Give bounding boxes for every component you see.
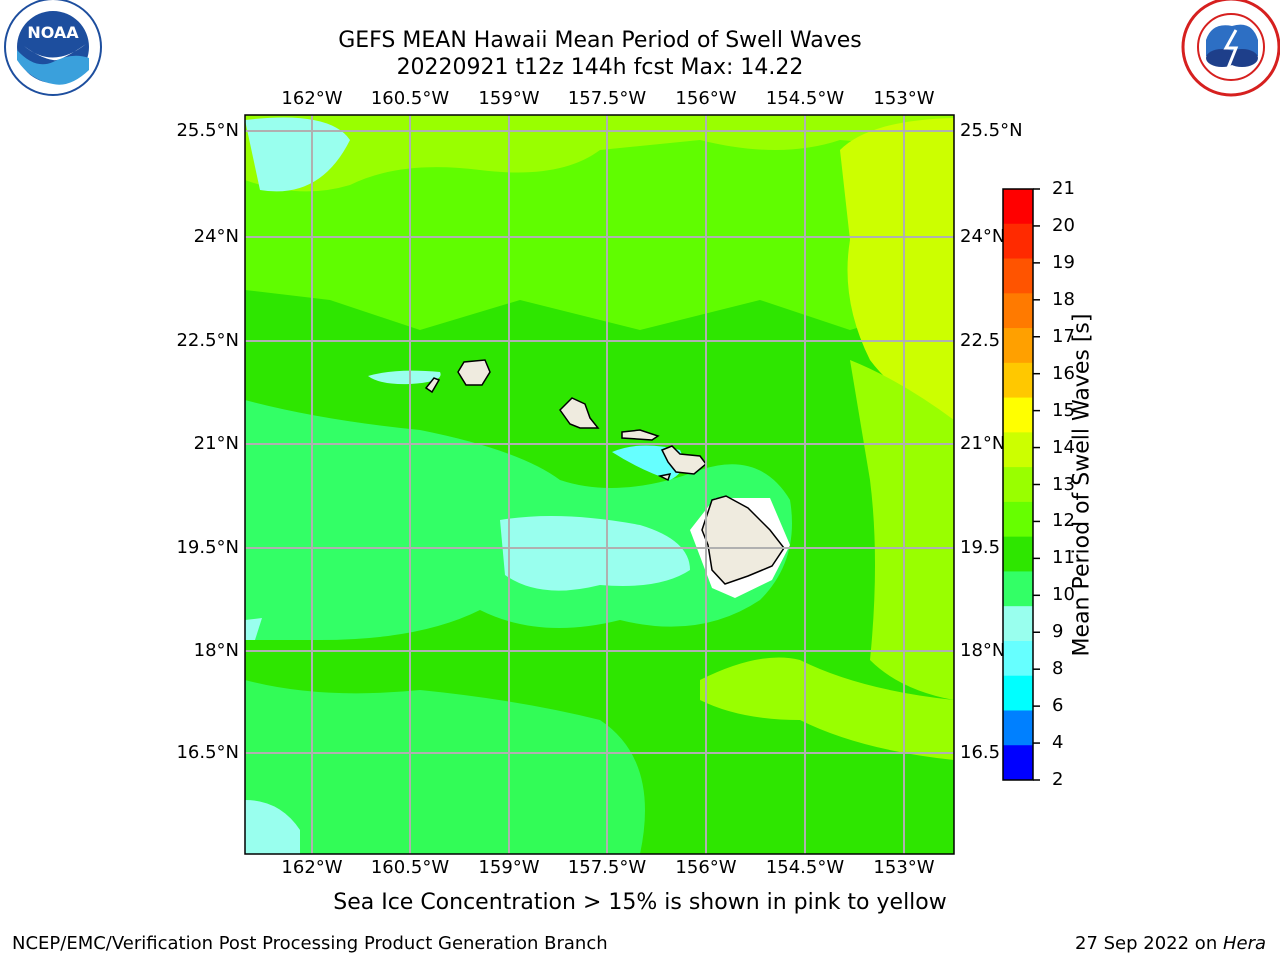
lon-label-bottom: 159°W bbox=[478, 857, 540, 878]
colorbar-segment bbox=[1003, 501, 1033, 538]
lon-label-bottom: 160.5°W bbox=[370, 857, 450, 878]
colorbar-tick-label: 11 bbox=[1052, 547, 1075, 569]
lat-label-right: 18°N bbox=[960, 640, 1006, 661]
kauai-island bbox=[457, 359, 491, 386]
colorbar-tick-label: 20 bbox=[1052, 214, 1075, 236]
colorbar-segment bbox=[1003, 258, 1033, 294]
kahoolawe-island bbox=[657, 473, 672, 482]
colorbar-segment bbox=[1003, 536, 1033, 572]
map-area bbox=[245, 115, 954, 854]
colorbar-tick-label: 18 bbox=[1052, 288, 1075, 310]
colorbar-segment bbox=[1003, 606, 1033, 642]
map-frame bbox=[244, 114, 955, 855]
contour-band-12s bbox=[245, 115, 954, 330]
sea-ice-caption: Sea Ice Concentration > 15% is shown in … bbox=[333, 890, 947, 915]
lon-label-top: 160.5°W bbox=[370, 88, 450, 109]
chart-subtitle: 20220921 t12z 144h fcst Max: 14.22 bbox=[396, 55, 804, 80]
lon-label-bottom: 156°W bbox=[675, 857, 737, 878]
lat-label-left: 19.5°N bbox=[176, 537, 239, 558]
noaa-logo-text: NOAA bbox=[27, 23, 79, 42]
contour-band-10s-kauai bbox=[368, 370, 441, 385]
colorbar-tick-label: 2 bbox=[1052, 769, 1064, 790]
chart-title: GEFS MEAN Hawaii Mean Period of Swell Wa… bbox=[338, 28, 862, 53]
niihau-island bbox=[424, 377, 441, 394]
contour-band-10s-center bbox=[500, 516, 690, 591]
footer-date: 27 Sep 2022 on Hera bbox=[1075, 933, 1266, 954]
colorbar-segment bbox=[1003, 467, 1033, 503]
colorbar-segment bbox=[1003, 675, 1033, 711]
contour-band-10s-nw bbox=[245, 117, 350, 192]
map-gridlines bbox=[245, 115, 954, 854]
lat-label-left: 18°N bbox=[193, 640, 239, 661]
lat-label-right: 16.5 bbox=[960, 742, 1001, 763]
colorbar bbox=[1003, 188, 1040, 781]
nws-logo-icon bbox=[1181, 0, 1280, 97]
lon-label-top: 156°W bbox=[675, 88, 737, 109]
lon-label-top: 162°W bbox=[281, 88, 343, 109]
colorbar-segment bbox=[1003, 571, 1033, 607]
colorbar-segment bbox=[1003, 640, 1033, 677]
colorbar-segment bbox=[1003, 223, 1033, 260]
colorbar-segment bbox=[1003, 432, 1033, 468]
footer-machine-name: Hera bbox=[1222, 933, 1266, 954]
oahu-island bbox=[559, 397, 600, 429]
lat-label-left: 16.5°N bbox=[176, 742, 239, 763]
colorbar-segment bbox=[1003, 362, 1033, 399]
colorbar-tick-label: 6 bbox=[1052, 695, 1064, 717]
colorbar-tick-label: 13 bbox=[1052, 473, 1075, 495]
colorbar-tick-label: 9 bbox=[1052, 621, 1064, 643]
lat-label-left: 21°N bbox=[193, 433, 239, 454]
noaa-logo-icon: NOAA bbox=[4, 0, 102, 96]
colorbar-tick-label: 17 bbox=[1052, 325, 1075, 347]
contour-band-13s bbox=[245, 115, 954, 192]
colorbar-tick-label: 19 bbox=[1052, 251, 1075, 273]
colorbar-tick-label: 21 bbox=[1052, 178, 1075, 199]
contour-band-11s-south bbox=[245, 680, 645, 854]
footer-date-text: 27 Sep 2022 on bbox=[1075, 933, 1223, 954]
colorbar-segment bbox=[1003, 328, 1033, 364]
colorbar-label: Mean Period of Swell Waves [s] bbox=[1069, 313, 1095, 657]
colorbar-tick-label: 8 bbox=[1052, 658, 1064, 680]
colorbar-segment bbox=[1003, 710, 1033, 746]
colorbar-tick-label: 15 bbox=[1052, 399, 1075, 421]
lon-label-bottom: 153°W bbox=[873, 857, 935, 878]
lat-label-right: 24°N bbox=[960, 226, 1006, 247]
lon-label-bottom: 154.5°W bbox=[765, 857, 845, 878]
colorbar-frame bbox=[1002, 188, 1034, 781]
lat-label-left: 24°N bbox=[193, 226, 239, 247]
footer-credit: NCEP/EMC/Verification Post Processing Pr… bbox=[12, 933, 608, 954]
lon-label-top: 157.5°W bbox=[567, 88, 647, 109]
lat-label-right: 22.5 bbox=[960, 330, 1001, 351]
lon-label-bottom: 162°W bbox=[281, 857, 343, 878]
molokai-island bbox=[621, 429, 660, 441]
lon-label-top: 153°W bbox=[873, 88, 935, 109]
colorbar-tick-label: 4 bbox=[1052, 732, 1064, 754]
lon-label-top: 159°W bbox=[478, 88, 540, 109]
colorbar-tick-label: 16 bbox=[1052, 362, 1075, 384]
lat-label-right: 25.5°N bbox=[960, 120, 1023, 141]
colorbar-segment bbox=[1003, 745, 1033, 781]
contour-band-10s-w bbox=[245, 618, 262, 640]
lon-label-bottom: 157.5°W bbox=[567, 857, 647, 878]
contour-band-14s bbox=[840, 118, 954, 420]
colorbar-segment bbox=[1003, 293, 1033, 329]
colorbar-tick-label: 10 bbox=[1052, 584, 1075, 606]
lat-label-right: 21°N bbox=[960, 433, 1006, 454]
colorbar-segment bbox=[1003, 397, 1033, 433]
colorbar-segment bbox=[1003, 189, 1033, 225]
colorbar-tick-label: 14 bbox=[1052, 436, 1075, 458]
lat-label-left: 22.5°N bbox=[176, 330, 239, 351]
lat-label-left: 25.5°N bbox=[176, 120, 239, 141]
contour-band-13s-south bbox=[700, 657, 954, 760]
colorbar-tick-label: 12 bbox=[1052, 510, 1075, 532]
lon-label-top: 154.5°W bbox=[765, 88, 845, 109]
lat-label-right: 19.5 bbox=[960, 537, 1001, 558]
contour-band-10s-sw bbox=[245, 800, 300, 854]
hawaiian-islands bbox=[424, 359, 785, 585]
